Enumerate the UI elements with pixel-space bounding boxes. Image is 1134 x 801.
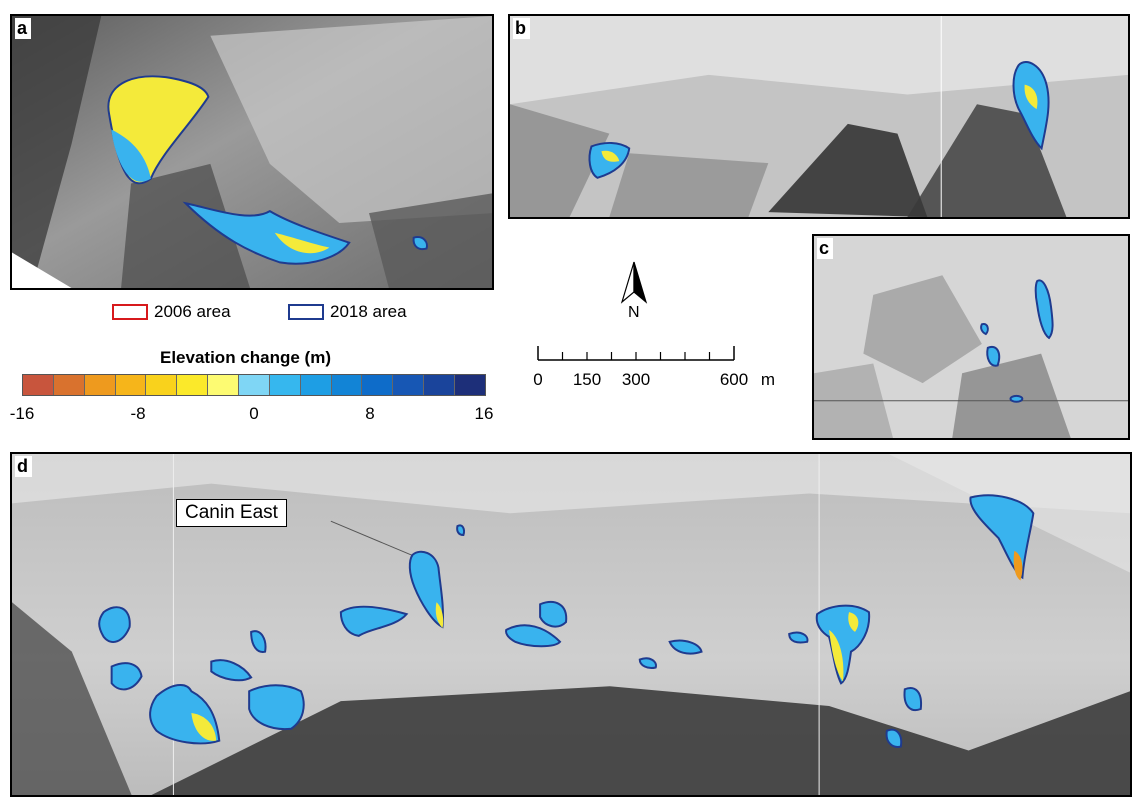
colorbar-tick: -16	[9, 404, 35, 423]
colorbar-tick: -8	[130, 404, 146, 423]
panel-a-terrain	[12, 16, 492, 288]
panel-a-label: a	[15, 18, 32, 39]
colorbar-cell	[208, 375, 240, 395]
colorbar-cell	[331, 375, 363, 395]
colorbar-cell	[53, 375, 85, 395]
canin-east-callout: Canin East	[176, 499, 287, 527]
colorbar-cell	[23, 375, 54, 395]
colorbar-tick: 8	[365, 404, 375, 423]
colorbar	[22, 374, 486, 396]
colorbar-cell	[393, 375, 425, 395]
colorbar-cell	[455, 375, 485, 395]
legend-2018-label: 2018 area	[330, 302, 407, 321]
colorbar-cell	[424, 375, 456, 395]
colorbar-tick: 0	[249, 404, 259, 423]
colorbar-cell	[362, 375, 394, 395]
glacier-b2	[1012, 61, 1050, 151]
colorbar-cell	[269, 375, 301, 395]
panel-c-terrain	[814, 236, 1128, 438]
legend-2018-swatch	[288, 304, 324, 320]
glacier-c1	[1034, 279, 1054, 340]
scale-tick: 0	[533, 370, 543, 389]
panel-a: a	[10, 14, 494, 290]
colorbar-cell	[115, 375, 147, 395]
colorbar-cell	[84, 375, 116, 395]
panel-b-label: b	[513, 18, 530, 39]
scale-tick: 300	[621, 370, 651, 389]
panel-c-label: c	[817, 238, 834, 259]
colorbar-cell	[177, 375, 209, 395]
colorbar-cell	[300, 375, 332, 395]
panel-b: b	[508, 14, 1130, 219]
colorbar-tick: 16	[474, 404, 494, 423]
north-label: N	[628, 304, 640, 321]
scale-unit: m	[760, 370, 776, 389]
legend-2006: 2006 area	[112, 302, 231, 322]
colorbar-cell	[239, 375, 270, 395]
colorbar-cell	[146, 375, 178, 395]
legend-2006-label: 2006 area	[154, 302, 231, 321]
scale-tick: 600	[719, 370, 749, 389]
north-arrow-icon	[620, 261, 648, 304]
scale-tick: 150	[572, 370, 602, 389]
legend-2006-swatch	[112, 304, 148, 320]
scale-bar	[537, 346, 735, 361]
panel-b-terrain	[510, 16, 1128, 217]
legend-2018: 2018 area	[288, 302, 407, 322]
panel-c: c	[812, 234, 1130, 440]
colorbar-title: Elevation change (m)	[160, 348, 331, 367]
panel-d-label: d	[15, 456, 32, 477]
